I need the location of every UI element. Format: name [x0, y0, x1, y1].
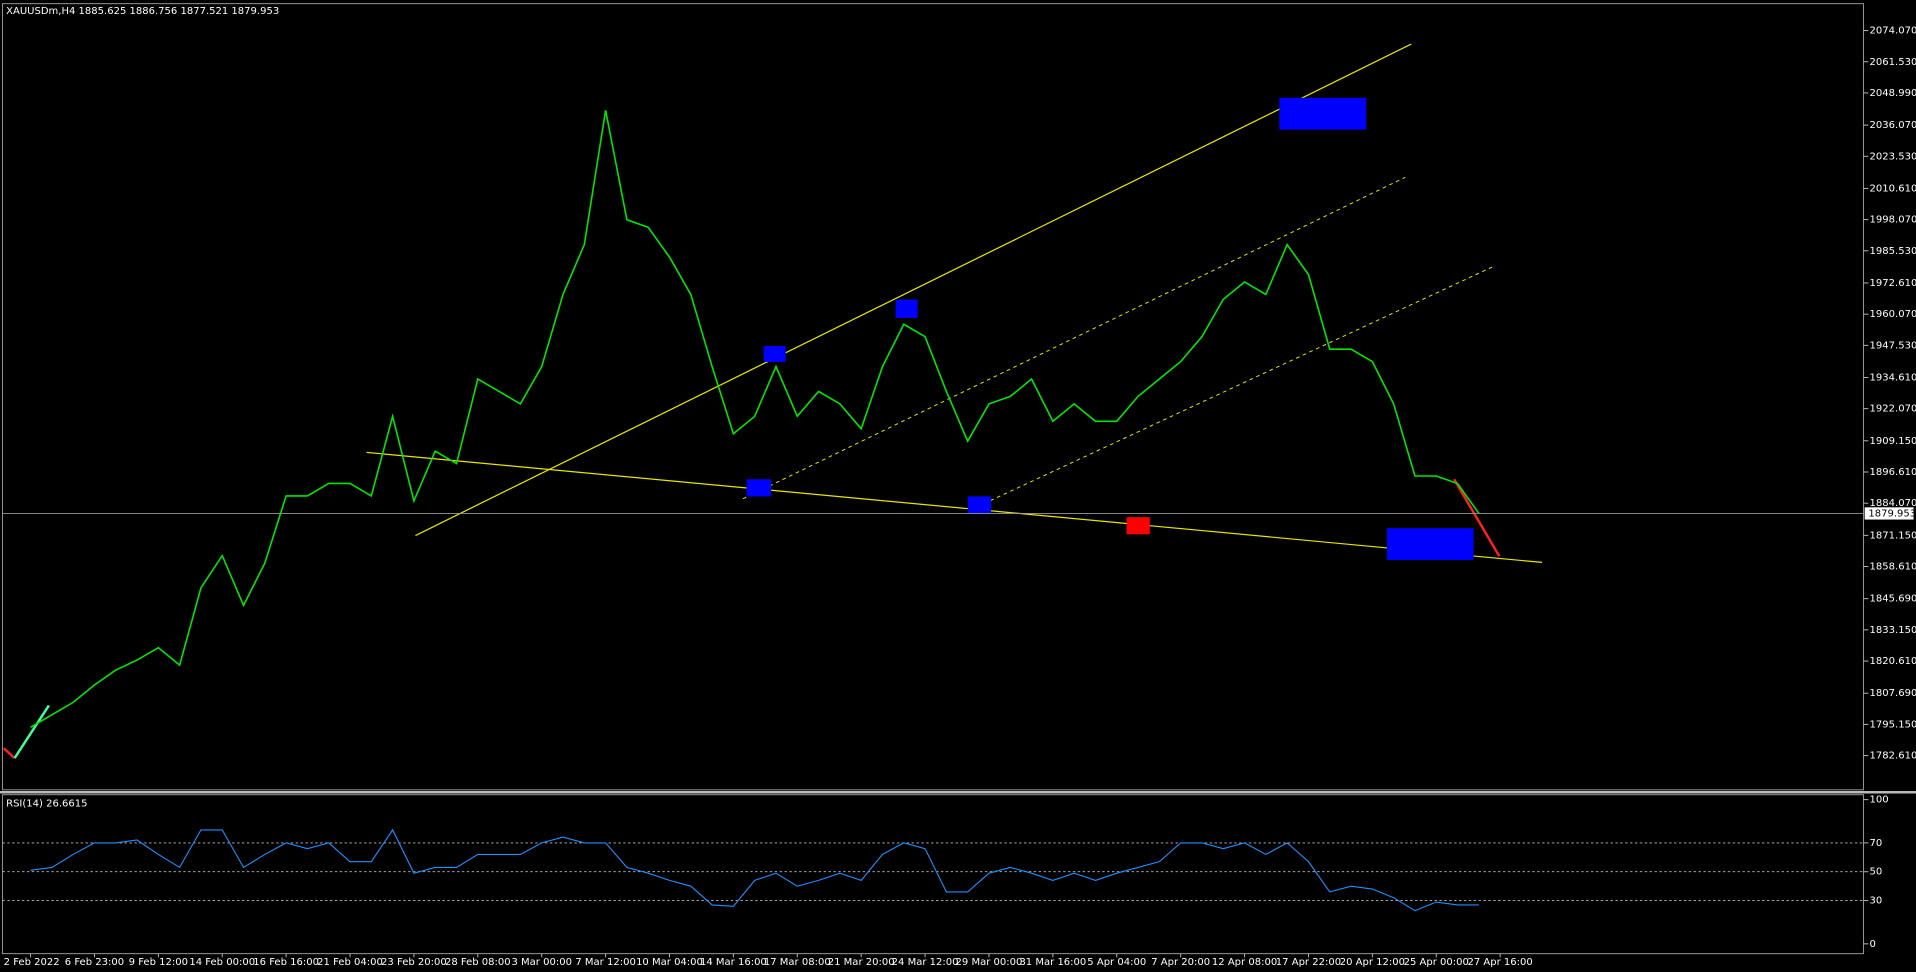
x-tick-label: 27 Apr 16:00	[1467, 957, 1532, 968]
y-tick-label: 1795.150	[1870, 719, 1916, 730]
x-tick-label: 21 Mar 20:00	[828, 957, 895, 968]
x-tick-label: 3 Mar 00:00	[511, 957, 571, 968]
zone-box	[763, 346, 786, 362]
zone-box	[967, 496, 991, 514]
x-tick-label: 14 Feb 00:00	[189, 957, 255, 968]
y-tick-label: 1820.610	[1870, 656, 1916, 667]
x-tick-label: 31 Mar 16:00	[1019, 957, 1086, 968]
rsi-panel	[1, 794, 1864, 955]
y-tick-label: 50	[1870, 867, 1883, 878]
drawings	[2, 43, 1543, 759]
y-tick-label: 0	[1870, 939, 1876, 950]
y-tick-label: 1884.070	[1870, 498, 1916, 509]
zone-box	[746, 479, 772, 497]
chart-title: XAUUSDm,H4 1885.625 1886.756 1877.521 18…	[6, 6, 279, 17]
y-tick-label: 30	[1870, 896, 1883, 907]
y-tick-label: 1960.070	[1870, 309, 1916, 320]
x-tick-label: 28 Feb 08:00	[445, 957, 511, 968]
x-tick-label: 6 Feb 23:00	[65, 957, 124, 968]
y-tick-label: 1934.610	[1870, 372, 1916, 383]
x-tick-label: 17 Apr 22:00	[1276, 957, 1341, 968]
x-tick-label: 10 Mar 04:00	[636, 957, 703, 968]
y-tick-label: 1871.150	[1870, 530, 1916, 541]
zigzag-line	[2, 747, 16, 759]
rsi-title: RSI(14) 26.6615	[6, 798, 87, 809]
x-tick-label: 7 Apr 20:00	[1151, 957, 1210, 968]
zone-box	[1126, 517, 1150, 535]
price-panel	[1, 3, 1864, 791]
x-tick-label: 16 Feb 16:00	[253, 957, 319, 968]
y-tick-label: 1922.070	[1870, 404, 1916, 415]
x-tick-label: 21 Feb 04:00	[317, 957, 383, 968]
y-tick-label: 2061.530	[1870, 57, 1916, 68]
channel-line	[742, 176, 1406, 500]
y-tick-label: 1845.690	[1870, 594, 1916, 605]
y-tick-label: 1972.610	[1870, 278, 1916, 289]
zigzag-line	[13, 704, 50, 759]
y-tick-label: 2023.530	[1870, 151, 1916, 162]
x-tick-label: 2 Feb 2022	[4, 957, 60, 968]
y-tick-label: 1896.610	[1870, 467, 1916, 478]
y-tick-label: 2036.070	[1870, 120, 1916, 131]
x-tick-label: 23 Feb 20:00	[381, 957, 447, 968]
y-tick-label: 1833.150	[1870, 625, 1916, 636]
zone-box	[1279, 97, 1367, 130]
x-tick-label: 9 Feb 12:00	[129, 957, 188, 968]
x-tick-label: 7 Mar 12:00	[575, 957, 635, 968]
channel-line	[983, 266, 1494, 505]
x-tick-label: 25 Apr 00:00	[1404, 957, 1469, 968]
y-tick-label: 2048.990	[1870, 88, 1916, 99]
y-tick-label: 1947.530	[1870, 340, 1916, 351]
x-tick-label: 14 Mar 16:00	[700, 957, 767, 968]
x-tick-label: 12 Apr 08:00	[1212, 957, 1277, 968]
y-tick-label: 1985.530	[1870, 246, 1916, 257]
x-tick-label: 29 Mar 00:00	[956, 957, 1023, 968]
zigzag-line	[1453, 478, 1501, 557]
x-tick-label: 5 Apr 04:00	[1087, 957, 1146, 968]
current-price-label: 1879.953	[1868, 508, 1916, 519]
x-tick-label: 17 Mar 08:00	[764, 957, 831, 968]
y-tick-label: 70	[1870, 838, 1883, 849]
y-tick-label: 1998.070	[1870, 215, 1916, 226]
y-tick-label: 1782.610	[1870, 751, 1916, 762]
y-tick-label: 1858.610	[1870, 562, 1916, 573]
y-tick-label: 2010.610	[1870, 183, 1916, 194]
x-tick-label: 24 Mar 12:00	[892, 957, 959, 968]
zone-box	[895, 299, 918, 318]
y-tick-label: 1807.690	[1870, 688, 1916, 699]
series-line	[30, 828, 1479, 912]
y-tick-label: 1909.150	[1870, 436, 1916, 447]
current-price-box	[1864, 507, 1914, 520]
y-tick-label: 100	[1870, 795, 1889, 806]
trendline	[366, 451, 1543, 564]
y-tick-label: 2074.070	[1870, 26, 1916, 37]
zone-box	[1386, 528, 1474, 560]
x-tick-label: 20 Apr 12:00	[1340, 957, 1405, 968]
trendline	[415, 43, 1412, 537]
series-line	[30, 110, 1480, 728]
